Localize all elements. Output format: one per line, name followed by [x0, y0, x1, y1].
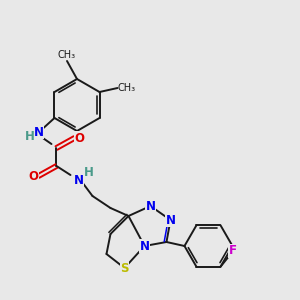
Text: N: N — [146, 200, 155, 212]
Text: O: O — [28, 169, 38, 182]
Text: CH₃: CH₃ — [58, 50, 76, 60]
Text: H: H — [83, 166, 93, 178]
Text: O: O — [74, 131, 85, 145]
Text: S: S — [120, 262, 129, 275]
Text: N: N — [166, 214, 176, 226]
Text: H: H — [25, 130, 34, 143]
Text: CH₃: CH₃ — [118, 83, 136, 93]
Text: N: N — [74, 173, 83, 187]
Text: N: N — [140, 239, 149, 253]
Text: N: N — [34, 125, 44, 139]
Text: F: F — [229, 244, 236, 257]
